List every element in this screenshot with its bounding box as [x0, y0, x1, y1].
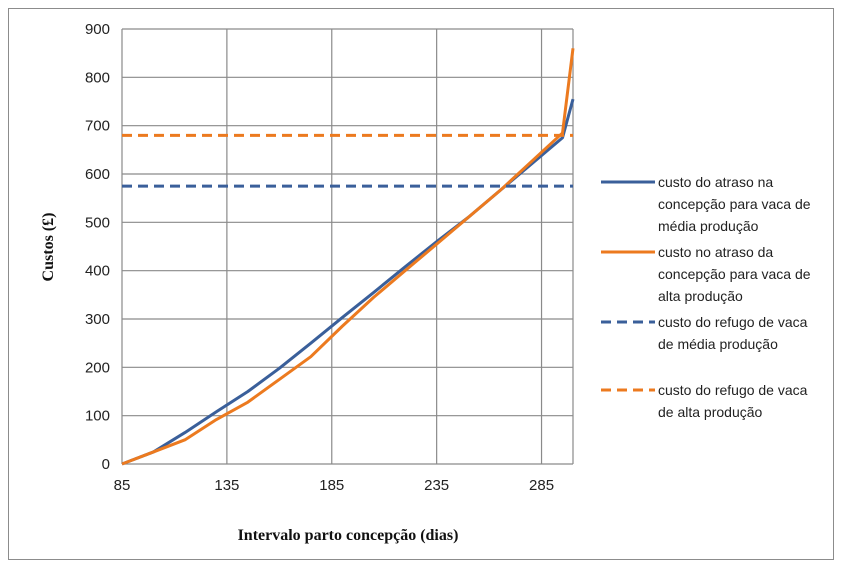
tick-layer: 0 100 200 300 400 500 600 700 800 900 85 135 185 235 2…	[85, 21, 554, 494]
chart-svg: 0 100 200 300 400 500 600 700 800 900 85 135 185 235 2…	[40, 21, 811, 544]
legend-label-1: concepção para vaca de	[658, 196, 811, 212]
x-tick-label: 85	[114, 477, 131, 494]
y-axis-title: Custos (£)	[40, 213, 57, 282]
legend-label-3: custo do refugo de vaca	[658, 314, 808, 330]
y-tick-label: 100	[85, 408, 110, 425]
series-layer	[121, 48, 575, 466]
legend-label-1: média produção	[658, 218, 759, 234]
y-tick-label: 700	[85, 118, 110, 135]
legend-label-4: de alta produção	[658, 404, 763, 420]
y-tick-label: 900	[85, 21, 110, 38]
y-tick-label: 500	[85, 214, 110, 231]
legend-label-2: custo no atraso da	[658, 244, 773, 260]
x-tick-label: 235	[424, 477, 449, 494]
y-tick-label: 0	[102, 456, 110, 473]
grid-layer	[121, 28, 574, 465]
y-tick-label: 800	[85, 69, 110, 86]
legend-label-4: custo do refugo de vaca	[658, 382, 808, 398]
series-line-1	[121, 98, 575, 466]
legend-label-2: alta produção	[658, 288, 743, 304]
legend-label-2: concepção para vaca de	[658, 266, 811, 282]
y-tick-label: 400	[85, 263, 110, 280]
x-tick-label: 185	[319, 477, 344, 494]
y-tick-label: 300	[85, 311, 110, 328]
y-tick-label: 200	[85, 359, 110, 376]
x-tick-label: 285	[529, 477, 554, 494]
chart-frame: 0 100 200 300 400 500 600 700 800 900 85 135 185 235 2…	[8, 8, 834, 560]
legend: custo do atraso na concepção para vaca de…	[601, 174, 811, 420]
x-axis-title: Intervalo parto concepção (dias)	[238, 527, 459, 544]
y-tick-label: 600	[85, 166, 110, 183]
series-line-2	[121, 48, 575, 466]
legend-label-3: de média produção	[658, 336, 778, 352]
legend-label-1: custo do atraso na	[658, 174, 773, 190]
x-tick-label: 135	[214, 477, 239, 494]
